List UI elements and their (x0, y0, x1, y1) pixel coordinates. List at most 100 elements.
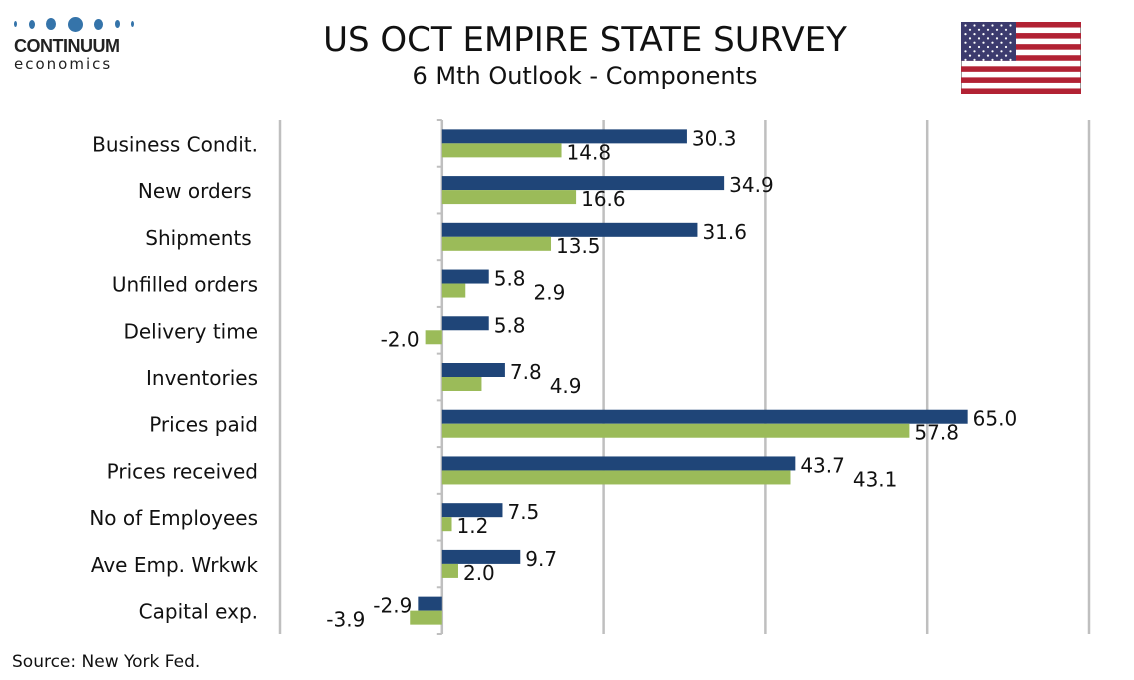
data-label: 13.5 (556, 234, 601, 258)
bar-series1 (441, 363, 505, 377)
bar-series2 (441, 423, 910, 438)
flag-stripe (961, 33, 1081, 39)
bar-series1 (441, 129, 687, 144)
flag-star (982, 24, 985, 27)
category-label: Capital exp. (139, 600, 258, 624)
flag-star (968, 28, 972, 31)
data-label: -2.0 (381, 327, 420, 351)
chart-title: US OCT EMPIRE STATE SURVEY (323, 20, 847, 60)
flag-star (964, 33, 967, 36)
logo-brand: CONTINUUM (14, 36, 120, 56)
flag-star (973, 58, 976, 62)
source-note: Source: New York Fed. (12, 652, 201, 672)
data-label: 4.9 (550, 374, 582, 398)
category-label: Prices received (107, 459, 258, 483)
flag-star (982, 58, 985, 62)
data-label: 14.8 (567, 140, 612, 164)
flag-star (977, 37, 981, 40)
flag-star (968, 37, 972, 40)
bar-series2 (410, 610, 442, 625)
category-label: No of Employees (89, 506, 258, 530)
category-label: Unfilled orders (112, 273, 258, 297)
flag-star (995, 45, 999, 49)
flag-canton (961, 22, 1016, 61)
flag-star (964, 24, 967, 27)
data-label: 7.8 (510, 360, 542, 384)
flag-star (977, 54, 981, 57)
data-label: -3.9 (326, 608, 365, 632)
flag-star (1000, 41, 1003, 44)
bar-series1 (441, 316, 489, 331)
flag-star (1009, 41, 1012, 44)
flag-star (964, 50, 967, 53)
flag-stripe (961, 55, 1081, 61)
flag-star (986, 54, 990, 57)
bar-series1 (441, 503, 503, 518)
data-label: 34.9 (729, 173, 774, 197)
bar-series1 (418, 596, 442, 611)
bar-series1 (441, 176, 725, 191)
data-label: 30.3 (692, 126, 737, 150)
flag-star (1000, 50, 1003, 53)
bar-series2 (441, 517, 452, 532)
data-label: 5.8 (494, 313, 526, 337)
flag-stripe (961, 22, 1081, 28)
category-label: Delivery time (123, 319, 258, 343)
flag-star (977, 45, 981, 49)
flag-star (986, 28, 990, 31)
flag-star (991, 33, 994, 36)
flag-star (991, 58, 994, 62)
bar-series2 (441, 563, 458, 578)
flag-star (1009, 24, 1012, 27)
category-label: Business Condit. (92, 132, 258, 156)
flag-star (986, 37, 990, 40)
flag-star (991, 24, 994, 27)
flag-star (1009, 50, 1012, 53)
flag-star (1000, 33, 1003, 36)
flag-star (995, 28, 999, 31)
data-label: 43.1 (853, 467, 898, 491)
flag-star (964, 58, 967, 62)
flag-star (982, 50, 985, 53)
flag-star (1004, 28, 1008, 31)
flag-star (991, 41, 994, 44)
flag-stripe (961, 44, 1081, 50)
data-label: -2.9 (373, 594, 412, 618)
data-label: 57.8 (914, 421, 959, 445)
flag-stripe (961, 66, 1081, 72)
flag-star (1004, 45, 1008, 49)
flag-star (982, 41, 985, 44)
flag-star (1009, 33, 1012, 36)
bar-series1 (441, 549, 521, 564)
logo-sub: economics (14, 55, 113, 73)
continuum-economics-logo: CONTINUUM economics (14, 14, 134, 73)
data-label: 2.9 (534, 281, 566, 305)
flag-star (968, 45, 972, 49)
chart-subtitle: 6 Mth Outlook - Components (412, 62, 758, 90)
flag-star (991, 50, 994, 53)
data-label: 2.0 (463, 561, 495, 585)
flag-star (995, 54, 999, 57)
flag-star (1009, 58, 1012, 62)
data-label: 43.7 (800, 453, 845, 477)
bar-series2 (441, 236, 552, 251)
flag-star (973, 41, 976, 44)
bar-series2 (441, 190, 577, 205)
data-label: 5.8 (494, 267, 526, 291)
bar-series2 (441, 143, 562, 158)
bar-series1 (441, 269, 489, 284)
flag-star (973, 33, 976, 36)
category-label: New orders (138, 179, 258, 203)
flag-star (973, 24, 976, 27)
flag-star (973, 50, 976, 53)
data-label: 31.6 (702, 220, 747, 244)
flag-star (995, 37, 999, 40)
flag-star (1000, 24, 1003, 27)
category-label: Inventories (146, 366, 258, 390)
data-label: 9.7 (525, 547, 557, 571)
flag-star (968, 54, 972, 57)
flag-star (986, 45, 990, 49)
bar-series2 (441, 283, 466, 298)
category-label: Prices paid (149, 413, 258, 437)
